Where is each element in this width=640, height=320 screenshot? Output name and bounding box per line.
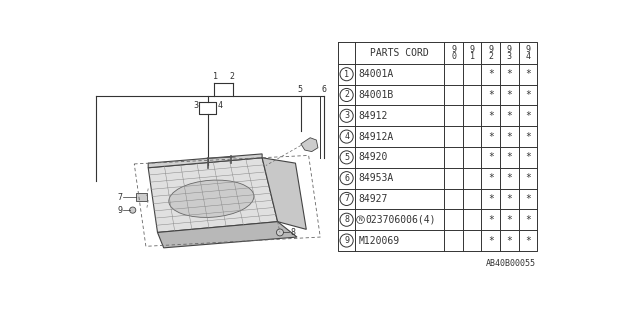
Text: 84927: 84927 bbox=[358, 194, 388, 204]
Text: *: * bbox=[525, 132, 531, 141]
Text: 4: 4 bbox=[525, 52, 531, 60]
Text: *: * bbox=[488, 69, 493, 79]
Text: 3: 3 bbox=[193, 101, 198, 110]
Text: *: * bbox=[488, 152, 493, 162]
Text: 5: 5 bbox=[344, 153, 349, 162]
Text: 3: 3 bbox=[507, 52, 512, 60]
Text: *: * bbox=[506, 111, 512, 121]
Text: 6: 6 bbox=[344, 174, 349, 183]
Text: 84912A: 84912A bbox=[358, 132, 394, 141]
Text: 9: 9 bbox=[470, 45, 475, 54]
Text: 9: 9 bbox=[525, 45, 531, 54]
Text: *: * bbox=[525, 90, 531, 100]
Text: 2: 2 bbox=[230, 72, 235, 81]
Text: 8: 8 bbox=[291, 228, 296, 237]
Text: 9: 9 bbox=[488, 45, 493, 54]
Text: *: * bbox=[488, 132, 493, 141]
Text: 84920: 84920 bbox=[358, 152, 388, 162]
Text: 84912: 84912 bbox=[358, 111, 388, 121]
Text: *: * bbox=[488, 90, 493, 100]
Text: 5: 5 bbox=[298, 84, 303, 93]
Text: 1: 1 bbox=[344, 70, 349, 79]
Ellipse shape bbox=[169, 180, 254, 217]
Text: 3: 3 bbox=[344, 111, 349, 120]
Text: 84001A: 84001A bbox=[358, 69, 394, 79]
Text: M120069: M120069 bbox=[358, 236, 399, 245]
Polygon shape bbox=[148, 154, 262, 168]
Text: *: * bbox=[506, 69, 512, 79]
Text: *: * bbox=[506, 152, 512, 162]
Text: *: * bbox=[506, 173, 512, 183]
Circle shape bbox=[276, 229, 284, 236]
Text: 84001B: 84001B bbox=[358, 90, 394, 100]
Text: *: * bbox=[525, 173, 531, 183]
Polygon shape bbox=[301, 138, 318, 152]
Text: PARTS CORD: PARTS CORD bbox=[371, 48, 429, 58]
Text: *: * bbox=[525, 152, 531, 162]
Polygon shape bbox=[148, 158, 278, 232]
Text: *: * bbox=[525, 236, 531, 245]
Text: *: * bbox=[506, 132, 512, 141]
Text: *: * bbox=[488, 194, 493, 204]
Text: 4: 4 bbox=[344, 132, 349, 141]
Text: *: * bbox=[488, 111, 493, 121]
Text: 1: 1 bbox=[212, 72, 218, 81]
Circle shape bbox=[129, 207, 136, 213]
Text: *: * bbox=[525, 69, 531, 79]
Text: 9: 9 bbox=[451, 45, 456, 54]
Text: 2: 2 bbox=[488, 52, 493, 60]
Text: 9: 9 bbox=[117, 206, 122, 215]
Text: 8: 8 bbox=[344, 215, 349, 224]
Polygon shape bbox=[157, 222, 297, 248]
Text: 4: 4 bbox=[218, 101, 223, 110]
Text: N: N bbox=[358, 217, 362, 222]
Text: *: * bbox=[488, 236, 493, 245]
Text: *: * bbox=[506, 215, 512, 225]
Text: 9: 9 bbox=[507, 45, 512, 54]
Text: *: * bbox=[488, 215, 493, 225]
Text: *: * bbox=[506, 90, 512, 100]
Text: 0: 0 bbox=[451, 52, 456, 60]
Text: *: * bbox=[506, 236, 512, 245]
Text: AB40B00055: AB40B00055 bbox=[486, 259, 536, 268]
Text: *: * bbox=[506, 194, 512, 204]
Polygon shape bbox=[262, 158, 307, 229]
Text: *: * bbox=[488, 173, 493, 183]
Text: 1: 1 bbox=[470, 52, 475, 60]
Text: 7: 7 bbox=[117, 193, 122, 202]
Text: 6: 6 bbox=[321, 84, 326, 93]
Text: *: * bbox=[525, 215, 531, 225]
Bar bbox=[136, 193, 147, 201]
Text: *: * bbox=[525, 111, 531, 121]
Text: 9: 9 bbox=[344, 236, 349, 245]
Text: 7: 7 bbox=[344, 195, 349, 204]
Text: 2: 2 bbox=[344, 91, 349, 100]
Text: *: * bbox=[525, 194, 531, 204]
Text: 84953A: 84953A bbox=[358, 173, 394, 183]
Text: 023706006(4): 023706006(4) bbox=[365, 215, 436, 225]
